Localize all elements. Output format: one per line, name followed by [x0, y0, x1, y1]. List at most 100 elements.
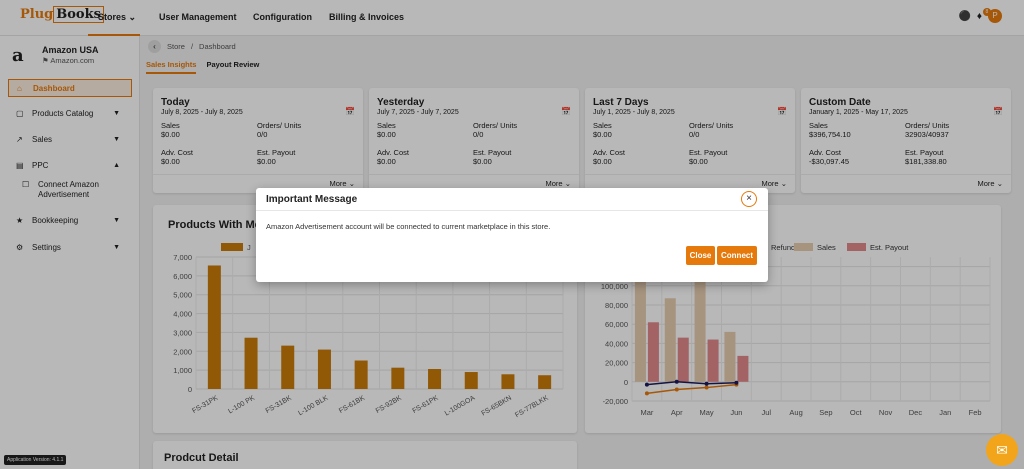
bar[interactable]: [464, 372, 478, 389]
series4-point[interactable]: [674, 387, 679, 392]
sidebar-item-products-catalog[interactable]: ▢ Products Catalog ▼: [16, 108, 120, 118]
payout-bar[interactable]: [737, 355, 749, 382]
bell-icon[interactable]: ♦ 8: [977, 7, 991, 22]
chevron-up-icon: ▲: [113, 161, 120, 169]
payout-bar[interactable]: [677, 337, 689, 382]
modal-divider: [256, 210, 768, 211]
card-date-range: July 1, 2025 - July 8, 2025: [593, 109, 675, 116]
notification-badge: 8: [982, 7, 991, 16]
y-tick-label: 20,000: [605, 359, 628, 368]
ppc-icon: ▤: [16, 160, 24, 170]
sales-bar[interactable]: [694, 281, 706, 382]
x-tick-label: Jun: [730, 408, 742, 417]
refunds-point[interactable]: [704, 381, 709, 386]
card-est-payout: Est. Payout $181,338.80: [905, 148, 947, 166]
chevron-down-icon: ⌄: [996, 179, 1003, 188]
gear-icon: ⚙: [16, 242, 24, 252]
bar[interactable]: [391, 367, 405, 389]
nav-billing[interactable]: Billing & Invoices: [329, 12, 405, 22]
legend-swatch[interactable]: [794, 243, 813, 251]
connect-button[interactable]: Connect: [717, 246, 757, 265]
calendar-icon[interactable]: 📅: [777, 107, 787, 116]
more-button[interactable]: More ⌄: [329, 179, 355, 188]
y-tick-label: 7,000: [173, 253, 192, 262]
sidebar-item-bookkeeping[interactable]: ★ Bookkeeping ▼: [16, 215, 120, 225]
calendar-icon[interactable]: 📅: [561, 107, 571, 116]
bar[interactable]: [207, 265, 221, 389]
legend-swatch[interactable]: [221, 243, 243, 251]
bar[interactable]: [244, 337, 258, 389]
card-title: Last 7 Days: [593, 97, 649, 108]
card-divider: [153, 174, 363, 175]
y-tick-label: 80,000: [605, 301, 628, 310]
sales-bar[interactable]: [634, 257, 646, 382]
close-button[interactable]: Close: [686, 246, 715, 265]
chevron-down-icon: ▼: [113, 135, 120, 143]
y-tick-label: 40,000: [605, 339, 628, 348]
chevron-down-icon: ⌄: [564, 179, 571, 188]
card-date-range: January 1, 2025 - May 17, 2025: [809, 109, 908, 116]
calendar-icon[interactable]: 📅: [345, 107, 355, 116]
chevron-down-icon: ⌄: [128, 12, 137, 22]
sidebar-item-settings[interactable]: ⚙ Settings ▼: [16, 242, 120, 252]
more-button[interactable]: More ⌄: [977, 179, 1003, 188]
bar[interactable]: [538, 375, 552, 389]
card-orders: Orders/ Units 0/0: [473, 121, 518, 139]
top-bar: Plug Books Stores ⌄ User Management Confi…: [0, 0, 1024, 36]
sidebar-item-connect-amazon-advertisement[interactable]: ☐ Connect Amazon Advertisement: [22, 180, 99, 199]
store-marketplace: ⚑ Amazon.com: [42, 56, 95, 65]
breadcrumb-store[interactable]: Store: [167, 42, 185, 51]
card-sales: Sales $0.00: [593, 121, 612, 139]
monthly-bar-chart: -20,000020,00040,00060,00080,000100,0001…: [601, 242, 991, 417]
chat-icon[interactable]: ✉: [986, 434, 1018, 466]
sidebar: a Amazon USA ⚑ Amazon.com ⌂ Dashboard ▢ Pr…: [0, 36, 140, 469]
bar[interactable]: [354, 360, 368, 389]
avatar[interactable]: P: [988, 9, 1002, 23]
close-icon[interactable]: ×: [741, 191, 757, 207]
back-arrow-icon[interactable]: ‹: [148, 40, 161, 53]
bar[interactable]: [317, 349, 331, 389]
payout-bar[interactable]: [647, 322, 659, 382]
card-sales: Sales $396,754.10: [809, 121, 851, 139]
lightbulb-icon[interactable]: ⚫: [958, 10, 971, 22]
chevron-down-icon: ▼: [113, 243, 120, 251]
store-icon: ⌂: [17, 83, 22, 93]
bar[interactable]: [281, 345, 295, 389]
more-button[interactable]: More ⌄: [545, 179, 571, 188]
calendar-icon[interactable]: 📅: [993, 107, 1003, 116]
refunds-point[interactable]: [674, 379, 679, 384]
summary-card-0: Today July 8, 2025 - July 8, 2025 📅 Sales $0…: [153, 88, 363, 193]
x-tick-label: May: [699, 408, 713, 417]
x-tick-label: Jul: [761, 408, 771, 417]
nav-stores[interactable]: Stores ⌄: [98, 12, 137, 22]
y-tick-label: 0: [188, 385, 192, 394]
legend-label: Refunds: [771, 243, 799, 252]
sidebar-item-dashboard[interactable]: ⌂ Dashboard: [8, 79, 132, 97]
card-title: Today: [161, 97, 190, 108]
series4-point[interactable]: [704, 385, 709, 390]
refunds-point[interactable]: [734, 380, 739, 385]
refunds-point[interactable]: [644, 382, 649, 387]
series4-line: [646, 383, 737, 395]
sales-bar[interactable]: [664, 298, 676, 382]
bar[interactable]: [428, 369, 442, 389]
nav-configuration[interactable]: Configuration: [253, 12, 312, 22]
payout-bar[interactable]: [707, 339, 719, 382]
card-adv-cost: Adv. Cost -$30,097.45: [809, 148, 850, 166]
tab-payout-review[interactable]: Payout Review: [206, 60, 260, 69]
legend-swatch[interactable]: [847, 243, 866, 251]
plugbooks-logo[interactable]: Plug Books: [20, 6, 104, 23]
sales-bar[interactable]: [724, 331, 736, 382]
card-est-payout: Est. Payout $0.00: [257, 148, 296, 166]
book-icon: ★: [16, 215, 24, 225]
sidebar-item-sales[interactable]: ↗ Sales ▼: [16, 134, 120, 144]
card-adv-cost: Adv. Cost $0.00: [161, 148, 193, 166]
sidebar-item-ppc[interactable]: ▤ PPC ▲: [16, 160, 120, 170]
tab-sales-insights[interactable]: Sales Insights: [146, 60, 197, 74]
nav-user-management[interactable]: User Management: [159, 12, 237, 22]
more-button[interactable]: More ⌄: [761, 179, 787, 188]
x-tick-label: Aug: [789, 408, 802, 417]
series4-point[interactable]: [644, 391, 649, 396]
card-divider: [801, 174, 1011, 175]
bar[interactable]: [501, 374, 515, 389]
